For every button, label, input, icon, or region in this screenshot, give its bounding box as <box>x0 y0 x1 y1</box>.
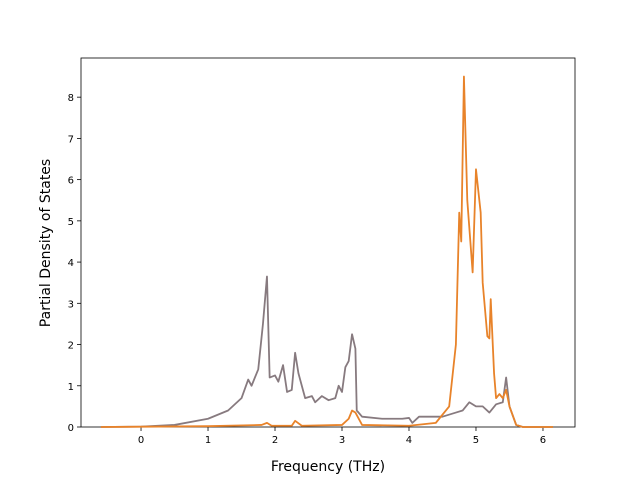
y-tick-label: 4 <box>68 258 74 269</box>
x-tick-label: 0 <box>138 435 144 446</box>
y-tick-label: 8 <box>68 93 74 104</box>
x-tick-label: 1 <box>205 435 211 446</box>
y-axis-label: Partial Density of States <box>38 159 54 327</box>
x-tick-label: 4 <box>406 435 412 446</box>
y-tick-label: 2 <box>68 341 74 352</box>
pdos-line <box>100 75 554 428</box>
y-tick-label: 3 <box>68 299 74 310</box>
y-tick-label: 0 <box>68 423 74 434</box>
x-axis-label: Frequency (THz) <box>271 459 385 475</box>
x-tick-label: 2 <box>272 435 278 446</box>
pdos-line <box>100 275 554 428</box>
x-tick-label: 3 <box>339 435 345 446</box>
y-tick-label: 5 <box>68 217 74 228</box>
y-tick-label: 1 <box>68 382 74 393</box>
x-tick-label: 6 <box>540 435 546 446</box>
y-tick-label: 7 <box>68 134 74 145</box>
plot-frame <box>80 57 576 428</box>
x-tick-label: 5 <box>473 435 479 446</box>
y-tick-label: 6 <box>68 176 74 187</box>
